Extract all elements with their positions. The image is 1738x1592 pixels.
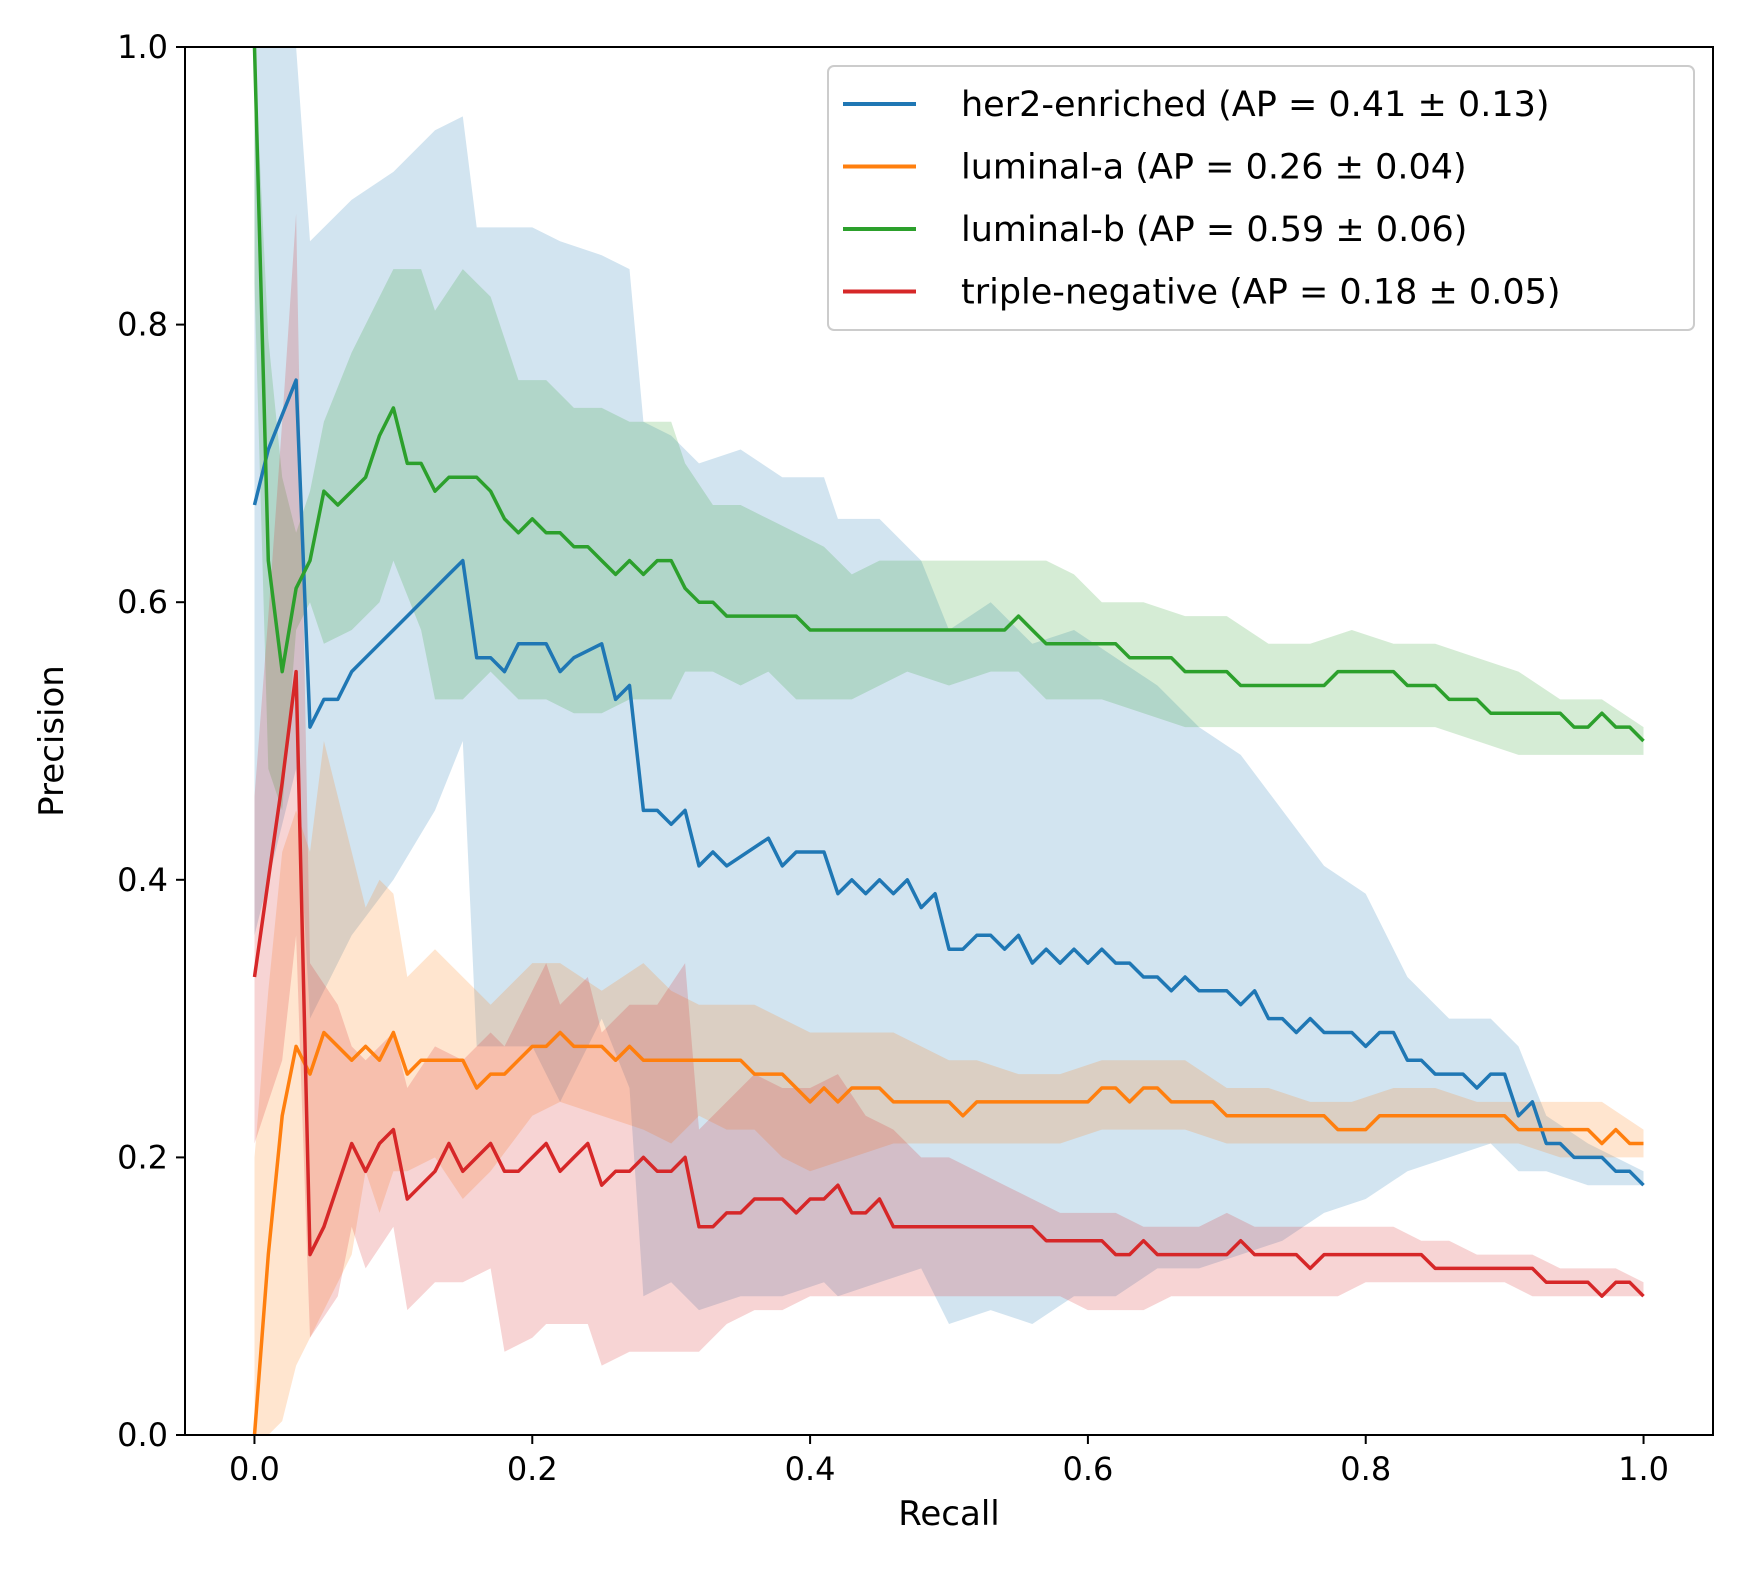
y-tick-label: 0.2 bbox=[117, 1138, 168, 1176]
series-lines bbox=[252, 47, 1645, 1435]
x-axis-label: Recall bbox=[898, 1494, 999, 1534]
legend-label: triple-negative (AP = 0.18 ± 0.05) bbox=[961, 273, 1561, 313]
her2-enriched-band bbox=[254, 47, 1644, 1324]
y-tick-label: 0.6 bbox=[117, 583, 168, 621]
x-axis-ticks: 0.0 0.2 0.4 0.6 0.8 1.0 bbox=[229, 1435, 1669, 1488]
legend: her2-enriched (AP = 0.41 ± 0.13) luminal-… bbox=[827, 65, 1695, 331]
y-tick-label: 1.0 bbox=[117, 28, 168, 66]
axes-frame bbox=[184, 46, 1714, 1436]
legend-label: her2-enriched (AP = 0.41 ± 0.13) bbox=[961, 85, 1550, 125]
x-tick-label: 0.2 bbox=[507, 1450, 558, 1488]
triple-negative-line bbox=[252, 669, 1645, 1298]
her2-enriched-line bbox=[252, 378, 1645, 1187]
luminal-a-band bbox=[254, 741, 1644, 1435]
y-tick-label: 0.8 bbox=[117, 306, 168, 344]
confidence-bands bbox=[254, 47, 1644, 1435]
y-tick-label: 0.4 bbox=[117, 861, 168, 899]
triple-negative-band bbox=[254, 213, 1644, 1366]
y-tick-label: 0.0 bbox=[117, 1416, 168, 1454]
x-tick-label: 1.0 bbox=[1618, 1450, 1669, 1488]
legend-label: luminal-b (AP = 0.59 ± 0.06) bbox=[961, 210, 1467, 250]
x-tick-label: 0.6 bbox=[1062, 1450, 1113, 1488]
x-tick-label: 0.8 bbox=[1340, 1450, 1391, 1488]
legend-box bbox=[827, 65, 1695, 331]
y-axis-ticks: 0.0 0.2 0.4 0.6 0.8 1.0 bbox=[117, 28, 185, 1454]
luminal-b-band bbox=[254, 47, 1644, 811]
luminal-b-line bbox=[252, 47, 1645, 743]
x-tick-label: 0.4 bbox=[785, 1450, 836, 1488]
luminal-a-line bbox=[252, 1030, 1644, 1435]
legend-label: luminal-a (AP = 0.26 ± 0.04) bbox=[961, 148, 1467, 188]
y-axis-label: Precision bbox=[32, 665, 72, 817]
x-tick-label: 0.0 bbox=[229, 1450, 280, 1488]
